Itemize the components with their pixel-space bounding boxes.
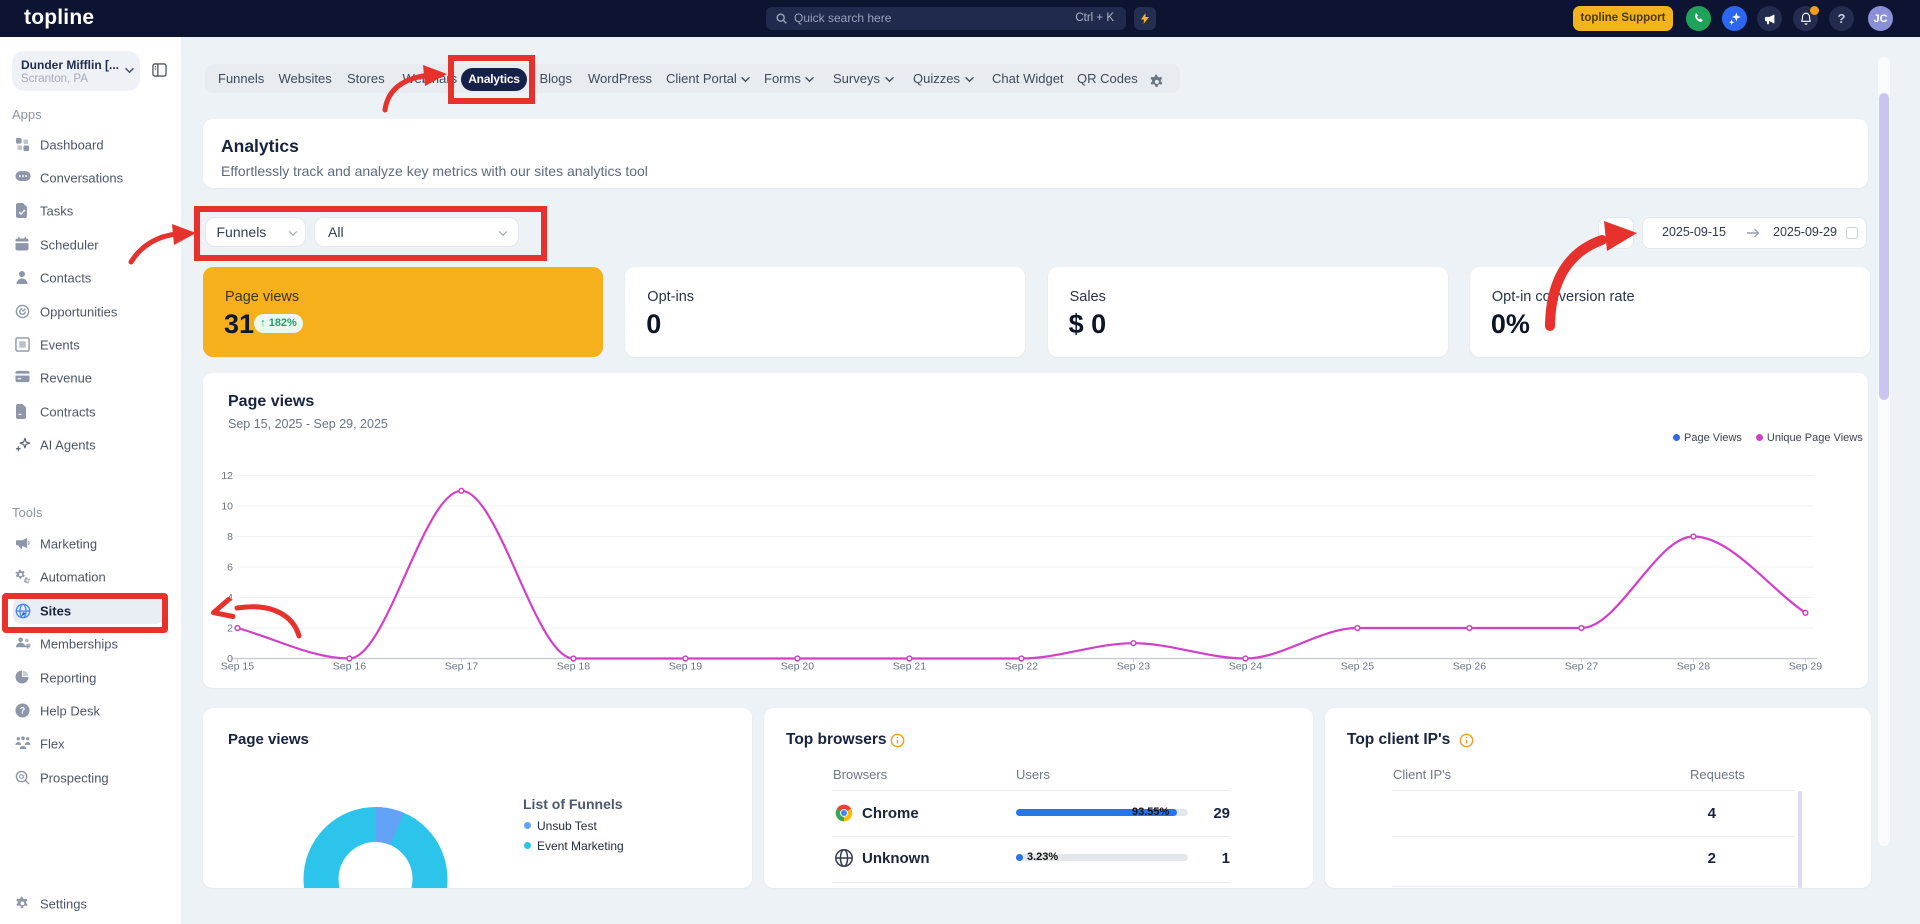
svg-text:Sep 22: Sep 22 (1005, 661, 1038, 673)
svg-text:10: 10 (221, 501, 233, 513)
svg-text:Sep 25: Sep 25 (1341, 661, 1374, 673)
svg-text:Sep 27: Sep 27 (1565, 661, 1598, 673)
svg-text:Sep 28: Sep 28 (1677, 661, 1710, 673)
svg-text:2: 2 (227, 623, 233, 635)
svg-text:8: 8 (227, 531, 233, 543)
svg-text:Sep 18: Sep 18 (557, 661, 590, 673)
svg-text:Sep 24: Sep 24 (1229, 661, 1262, 673)
svg-text:Sep 21: Sep 21 (893, 661, 926, 673)
svg-text:?: ? (20, 706, 26, 716)
svg-text:12: 12 (221, 470, 233, 482)
svg-text:Sep 20: Sep 20 (781, 661, 814, 673)
svg-text:Sep 16: Sep 16 (333, 661, 366, 673)
svg-text:Sep 23: Sep 23 (1117, 661, 1150, 673)
svg-text:Sep 29: Sep 29 (1789, 661, 1822, 673)
svg-text:6: 6 (227, 562, 233, 574)
svg-text:Sep 26: Sep 26 (1453, 661, 1486, 673)
svg-text:Sep 17: Sep 17 (445, 661, 478, 673)
svg-text:Sep 15: Sep 15 (221, 661, 254, 673)
svg-text:Sep 19: Sep 19 (669, 661, 702, 673)
svg-text:0: 0 (227, 653, 233, 665)
